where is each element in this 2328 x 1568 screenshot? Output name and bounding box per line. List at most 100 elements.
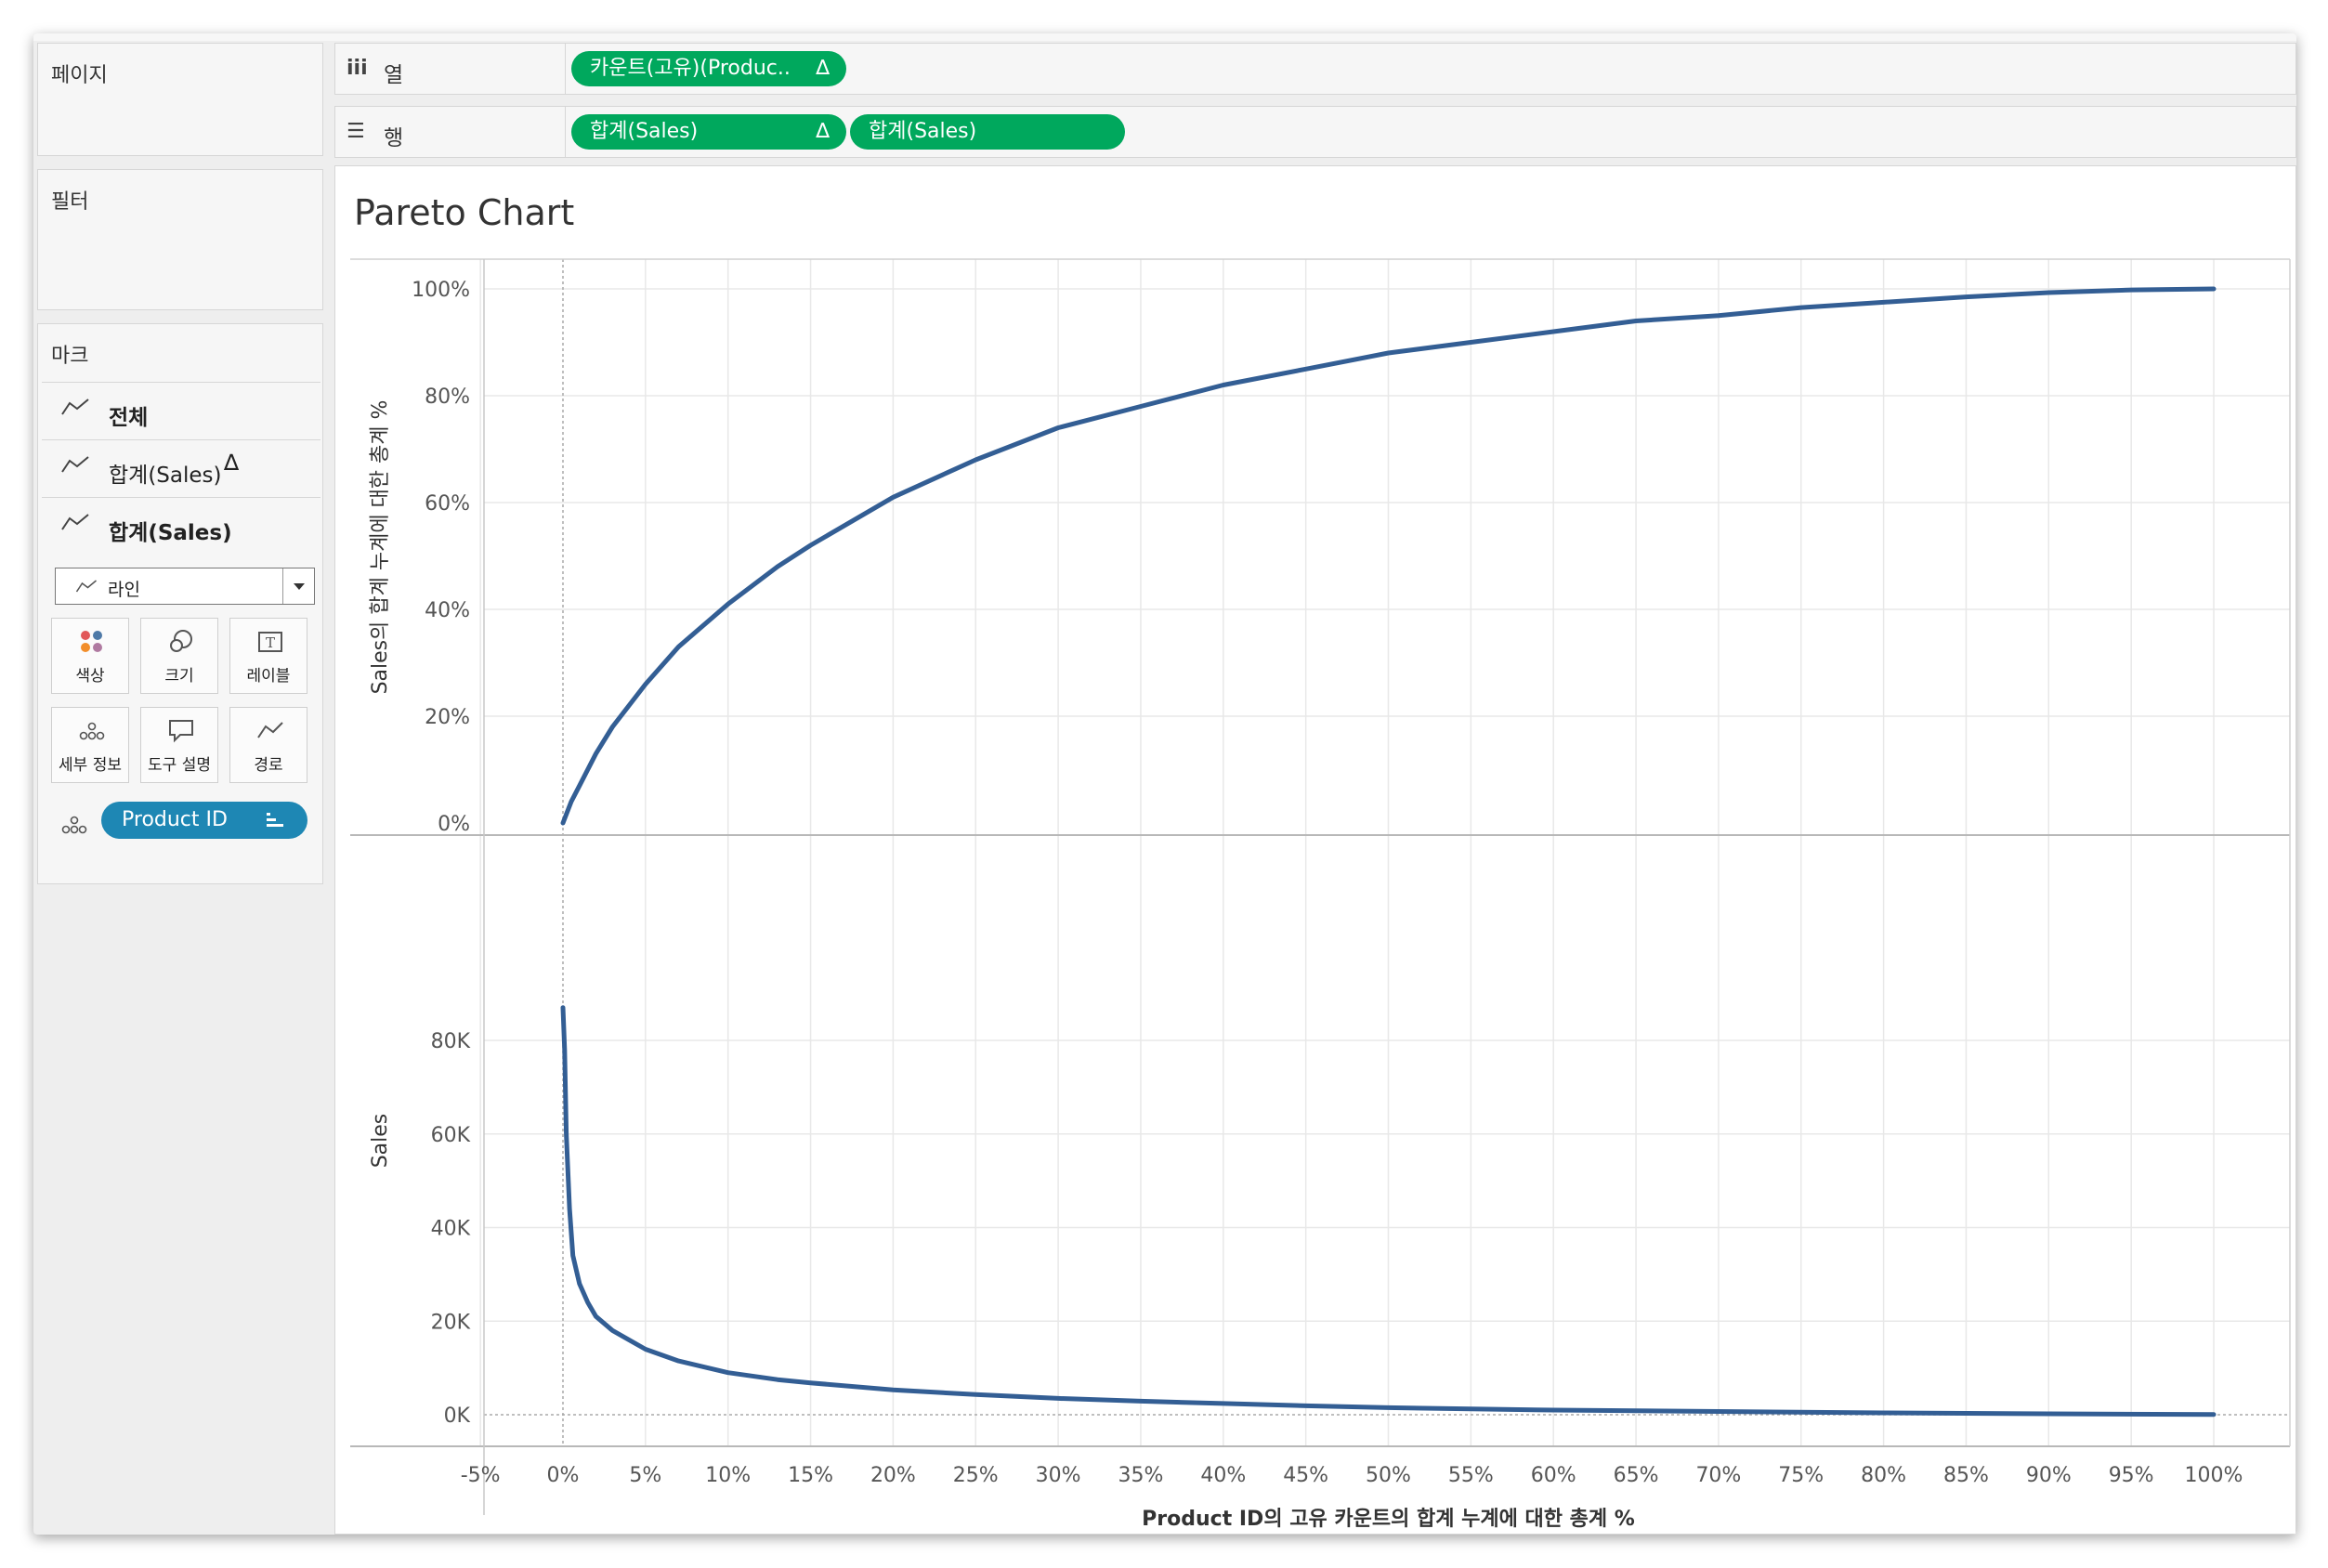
marks-title: 마크 xyxy=(51,345,89,368)
x-tick-label: 50% xyxy=(1366,1464,1411,1487)
y-tick-label: 100% xyxy=(412,279,470,302)
rows-label: 행 xyxy=(384,126,404,150)
x-tick-label: 20% xyxy=(870,1464,916,1487)
size-button[interactable]: 크기 xyxy=(140,618,218,694)
color-button-label: 색상 xyxy=(75,667,105,686)
tooltip-icon xyxy=(169,720,193,743)
delta-icon: ∆ xyxy=(224,450,240,476)
x-tick-label: 70% xyxy=(1695,1464,1741,1487)
pages-title: 페이지 xyxy=(51,64,108,87)
sort-icon xyxy=(267,813,283,827)
tooltip-button[interactable]: 도구 설명 xyxy=(140,707,218,783)
detail-button[interactable]: 세부 정보 xyxy=(51,707,129,783)
line-mark-icon xyxy=(75,580,97,593)
detail-icon xyxy=(79,722,105,740)
path-button[interactable]: 경로 xyxy=(229,707,307,783)
pages-card[interactable]: 페이지 xyxy=(37,43,323,156)
label-button[interactable]: T 레이블 xyxy=(229,618,307,694)
columns-shelf-label-area: iii 열 xyxy=(335,44,566,94)
marks-tab-sales[interactable]: 합계(Sales) xyxy=(42,497,320,555)
delta-icon: ∆ xyxy=(816,120,830,143)
color-icon xyxy=(81,631,102,652)
marks-tab-sales-delta[interactable]: 합계(Sales) ∆ xyxy=(42,439,320,497)
y-tick-label: 80K xyxy=(431,1030,471,1053)
x-tick-label: 45% xyxy=(1283,1464,1328,1487)
marks-tab-all[interactable]: 전체 xyxy=(42,382,320,439)
x-tick-label: 40% xyxy=(1200,1464,1246,1487)
x-tick-label: -5% xyxy=(461,1464,501,1487)
x-axis-title: Product ID의 고유 카운트의 합계 누계에 대한 총계 % xyxy=(1142,1507,1635,1531)
marks-tab-label: 합계(Sales) xyxy=(109,464,222,488)
x-tick-label: 0% xyxy=(547,1464,580,1487)
y-axis-title-bottom: Sales xyxy=(369,1114,392,1169)
x-tick-label: 60% xyxy=(1531,1464,1576,1487)
rows-icon: ☰ xyxy=(347,120,365,143)
svg-text:T: T xyxy=(266,634,275,651)
line-mark-icon xyxy=(61,456,89,473)
y-tick-label: 60K xyxy=(431,1124,471,1147)
x-tick-label: 75% xyxy=(1778,1464,1824,1487)
row-pill-label: 합계(Sales) xyxy=(590,120,699,143)
y-axis-title-top: Sales의 합계 누계에 대한 총계 % xyxy=(369,400,392,695)
x-tick-label: 10% xyxy=(705,1464,751,1487)
x-tick-label: 65% xyxy=(1614,1464,1659,1487)
label-icon: T xyxy=(258,632,282,652)
viz-area[interactable]: Pareto Chart 0% 20% 40% 60% 80% 100% 0K 20K 40K 6… xyxy=(334,165,2296,1535)
rows-shelf-label-area: ☰ 행 xyxy=(335,107,566,157)
x-tick-label: 25% xyxy=(953,1464,999,1487)
detail-icon xyxy=(61,816,87,834)
column-pill-label: 카운트(고유)(Produc.. xyxy=(590,57,791,80)
marks-tab-label: 합계(Sales) xyxy=(109,521,232,545)
columns-icon: iii xyxy=(347,57,368,80)
line-mark-icon xyxy=(61,514,89,530)
columns-shelf[interactable]: iii 열 카운트(고유)(Produc.. ∆ xyxy=(334,43,2296,95)
y-tick-label: 20% xyxy=(425,706,470,729)
product-id-pill[interactable]: Product ID xyxy=(101,802,307,839)
cumulative-sales-line[interactable] xyxy=(560,286,2217,826)
y-tick-label: 40% xyxy=(425,599,470,622)
columns-label: 열 xyxy=(384,63,404,87)
delta-icon: ∆ xyxy=(816,57,830,80)
row-pill[interactable]: 합계(Sales) xyxy=(850,114,1125,150)
mark-type-dropdown[interactable]: 라인 xyxy=(55,568,315,605)
filters-title: 필터 xyxy=(51,190,89,214)
viz-title: Pareto Chart xyxy=(354,192,575,233)
x-tick-label: 55% xyxy=(1448,1464,1494,1487)
mark-type-value: 라인 xyxy=(108,580,140,600)
y-tick-label: 40K xyxy=(431,1218,471,1241)
rows-shelf[interactable]: ☰ 행 합계(Sales) ∆ 합계(Sales) xyxy=(334,106,2296,158)
path-icon xyxy=(257,722,283,738)
row-pill-delta[interactable]: 합계(Sales) ∆ xyxy=(571,114,846,150)
row-pill-label: 합계(Sales) xyxy=(869,120,977,143)
x-tick-label: 15% xyxy=(788,1464,833,1487)
detail-button-label: 세부 정보 xyxy=(59,756,122,775)
column-pill[interactable]: 카운트(고유)(Produc.. ∆ xyxy=(571,51,846,86)
y-tick-label: 60% xyxy=(425,492,470,516)
x-tick-label: 30% xyxy=(1036,1464,1081,1487)
y-tick-label: 20K xyxy=(431,1311,471,1334)
pareto-chart[interactable]: 0% 20% 40% 60% 80% 100% 0K 20K 40K 60K 80K -5% 0% 5% 1… xyxy=(335,166,2296,1535)
line-mark-icon xyxy=(61,399,89,415)
chevron-down-icon[interactable] xyxy=(282,568,314,604)
path-button-label: 경로 xyxy=(254,756,283,775)
x-tick-label: 90% xyxy=(2026,1464,2072,1487)
product-id-pill-label: Product ID xyxy=(122,808,228,831)
size-button-label: 크기 xyxy=(164,667,194,686)
size-icon xyxy=(170,630,192,652)
x-tick-label: 95% xyxy=(2109,1464,2154,1487)
x-tick-label: 100% xyxy=(2185,1464,2243,1487)
y-tick-label: 0% xyxy=(438,813,470,836)
filters-card[interactable]: 필터 xyxy=(37,169,323,310)
y-tick-label: 0K xyxy=(444,1405,471,1428)
x-tick-label: 35% xyxy=(1118,1464,1163,1487)
label-button-label: 레이블 xyxy=(246,667,291,686)
color-button[interactable]: 색상 xyxy=(51,618,129,694)
marks-card: 마크 전체 합계(Sales) ∆ 합계(Sales) 라인 색상 xyxy=(37,323,323,884)
x-tick-label: 85% xyxy=(1943,1464,1989,1487)
marks-tab-label: 전체 xyxy=(109,406,149,430)
x-tick-label: 80% xyxy=(1861,1464,1906,1487)
top-strip xyxy=(33,33,2296,41)
x-tick-label: 5% xyxy=(629,1464,661,1487)
y-tick-label: 80% xyxy=(425,385,470,409)
sales-line[interactable] xyxy=(560,1005,2217,1418)
